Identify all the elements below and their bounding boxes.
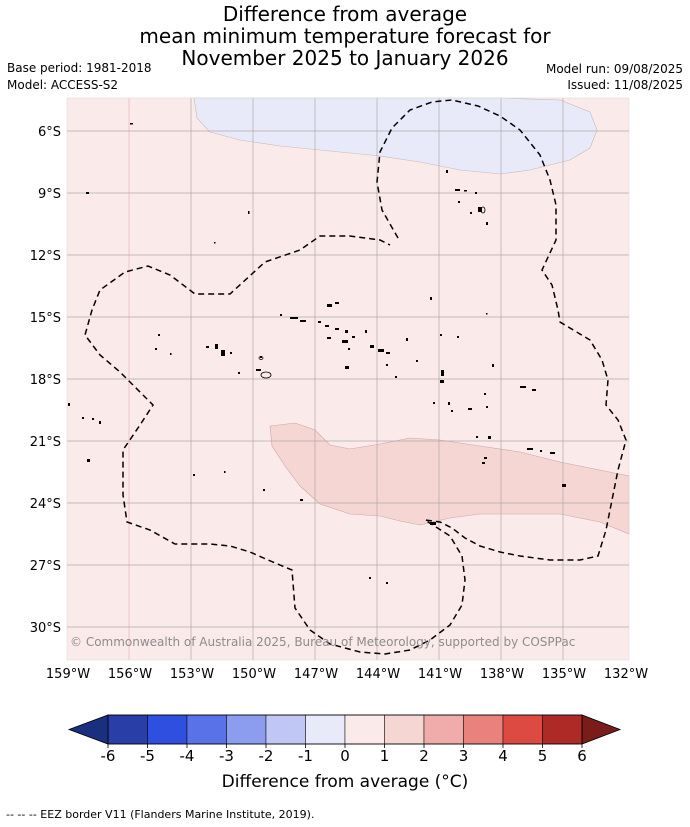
colorbar-cell: [305, 714, 346, 745]
colorbar-tick-label: -4: [180, 747, 195, 765]
colorbar-cells: [107, 714, 583, 745]
lon-label: 144°W: [356, 667, 400, 682]
lat-label: 18°S: [30, 373, 61, 388]
model-run-date: Model run: 09/08/2025: [545, 62, 683, 76]
colorbar-cell: [463, 714, 504, 745]
lat-label: 15°S: [30, 311, 61, 326]
colorbar-under-arrow: [67, 714, 109, 745]
lat-label: 24°S: [30, 497, 61, 512]
colorbar-tick-label: 5: [538, 747, 548, 765]
title-line-2: mean minimum temperature forecast for: [139, 24, 551, 48]
colorbar-over-arrow: [581, 714, 622, 745]
grid-lines: [67, 98, 629, 660]
lon-label: 156°W: [108, 667, 152, 682]
lon-label: 135°W: [542, 667, 586, 682]
colorbar-cell: [147, 714, 188, 745]
lon-label: 159°W: [46, 667, 90, 682]
warm-anomaly-region: [269, 422, 630, 535]
lon-label: 138°W: [480, 667, 524, 682]
lon-label: 147°W: [294, 667, 338, 682]
colorbar-cell: [107, 714, 148, 745]
colorbar-tick-label: -1: [298, 747, 313, 765]
colorbar-tick-label: -5: [140, 747, 155, 765]
title-line-3: November 2025 to January 2026: [181, 46, 509, 70]
colorbar-tick-labels: -6 -5 -4 -3 -2 -1 0 1 2 3 4 5 6: [101, 747, 587, 765]
islands: [68, 123, 566, 584]
colorbar-tick-label: 0: [340, 747, 350, 765]
colorbar-tick-label: 1: [380, 747, 390, 765]
cool-anomaly-region: [193, 97, 598, 175]
lat-label: 12°S: [30, 249, 61, 264]
colorbar-cell: [344, 714, 385, 745]
island-outlines: [258, 206, 486, 379]
colorbar-tick-label: -3: [219, 747, 234, 765]
colorbar-cell: [542, 714, 583, 745]
eez-border: [84, 99, 627, 655]
colorbar-cell: [226, 714, 267, 745]
lon-label: 150°W: [232, 667, 276, 682]
lon-label: 132°W: [604, 667, 648, 682]
colorbar-tick-label: -6: [101, 747, 116, 765]
lat-label: 27°S: [30, 559, 61, 574]
latitude-labels: 6°S 9°S 12°S 15°S 18°S 21°S 24°S 27°S 30…: [30, 125, 61, 636]
colorbar-tick-label: 4: [498, 747, 508, 765]
colorbar-cell: [186, 714, 227, 745]
colorbar-cell: [423, 714, 464, 745]
issued-date: Issued: 11/08/2025: [567, 78, 683, 92]
model-name: Model: ACCESS-S2: [7, 78, 119, 92]
map-frame: [66, 97, 630, 661]
lat-label: 21°S: [30, 435, 61, 450]
title-line-1: Difference from average: [222, 2, 468, 26]
colorbar: -6 -5 -4 -3 -2 -1 0 1 2 3 4 5 6: [67, 714, 622, 765]
lat-label: 6°S: [38, 125, 61, 140]
lat-label: 30°S: [30, 621, 61, 636]
longitude-labels: 159°W 156°W 153°W 150°W 147°W 144°W 141°…: [46, 667, 648, 682]
colorbar-cell: [384, 714, 425, 745]
colorbar-label: Difference from average (°C): [221, 772, 469, 792]
base-period: Base period: 1981-2018: [7, 61, 152, 75]
colorbar-tick-label: -2: [259, 747, 274, 765]
lon-label: 153°W: [170, 667, 214, 682]
colorbar-tick-label: 6: [577, 747, 587, 765]
colorbar-ticks: [107, 744, 583, 748]
copyright-credit: © Commonwealth of Australia 2025, Bureau…: [70, 635, 575, 649]
lon-label: 141°W: [418, 667, 462, 682]
colorbar-tick-label: 2: [419, 747, 429, 765]
eez-legend-note: -- -- -- EEZ border V11 (Flanders Marine…: [6, 808, 315, 821]
lat-label: 9°S: [38, 187, 61, 202]
colorbar-tick-label: 3: [459, 747, 469, 765]
colorbar-cell: [265, 714, 306, 745]
colorbar-cell: [502, 714, 543, 745]
